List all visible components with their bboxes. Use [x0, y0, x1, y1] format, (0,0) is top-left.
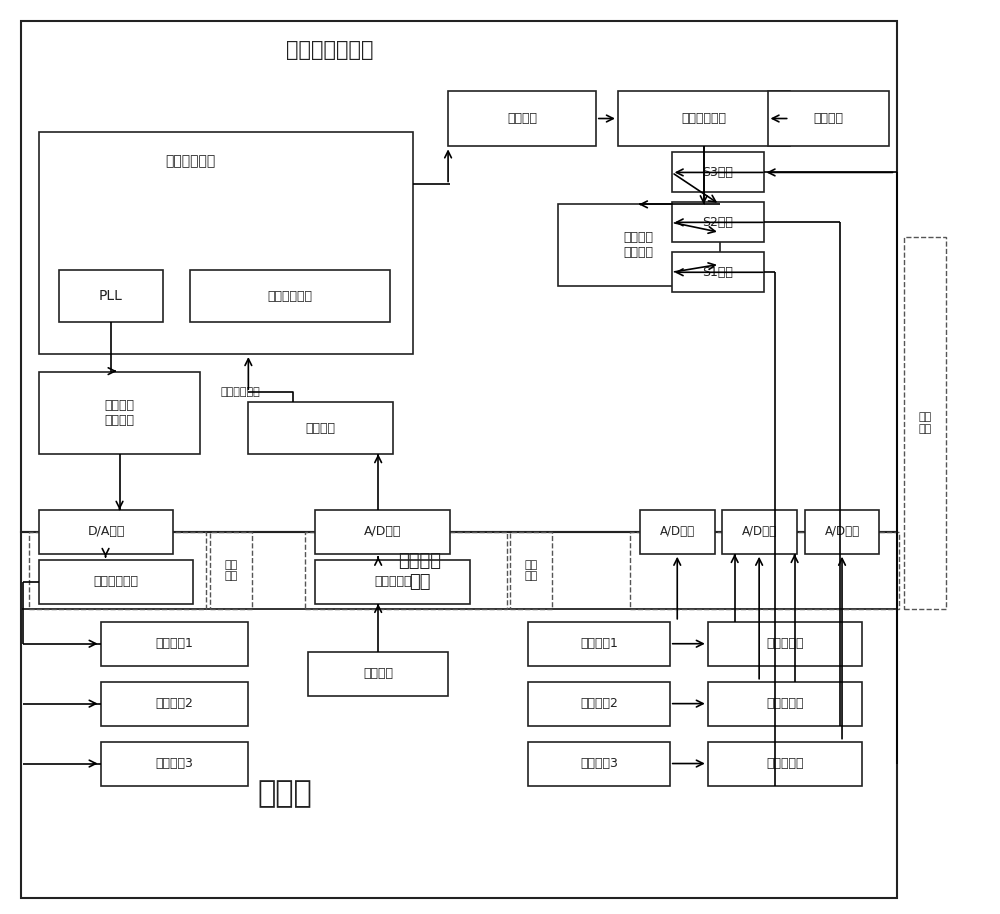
Text: 无线模块: 无线模块 [814, 112, 844, 125]
FancyBboxPatch shape [528, 682, 670, 726]
FancyBboxPatch shape [528, 741, 670, 785]
FancyBboxPatch shape [101, 682, 248, 726]
Text: 嵌入式数字单元: 嵌入式数字单元 [286, 39, 374, 59]
Text: 电荷放大器: 电荷放大器 [766, 697, 804, 710]
Text: 智能增益控制: 智能增益控制 [268, 290, 313, 303]
FancyBboxPatch shape [722, 510, 797, 554]
Text: 驱动电杸1: 驱动电杸1 [156, 637, 193, 650]
FancyBboxPatch shape [672, 252, 764, 292]
FancyBboxPatch shape [672, 202, 764, 242]
Text: 自动增益控制: 自动增益控制 [94, 575, 139, 589]
Text: 检测电杸1: 检测电杸1 [580, 637, 618, 650]
Text: 监测信号: 监测信号 [306, 421, 336, 434]
Text: S3信号: S3信号 [702, 166, 733, 179]
FancyBboxPatch shape [39, 133, 413, 354]
FancyBboxPatch shape [805, 510, 879, 554]
FancyBboxPatch shape [39, 560, 193, 604]
Text: 智能幅値
相位调整: 智能幅値 相位调整 [624, 231, 654, 260]
Text: 检测
模块: 检测 模块 [919, 412, 932, 434]
Text: 频率幅値反馈: 频率幅値反馈 [220, 388, 260, 397]
FancyBboxPatch shape [672, 153, 764, 193]
FancyBboxPatch shape [39, 510, 173, 554]
Text: 数字解调: 数字解调 [507, 112, 537, 125]
Text: 驱动
模块: 驱动 模块 [225, 559, 238, 581]
Text: D/A转换: D/A转换 [87, 526, 125, 538]
Text: A/D转换: A/D转换 [364, 526, 401, 538]
Text: A/D转换: A/D转换 [824, 526, 860, 538]
Text: 检测电杸2: 检测电杸2 [580, 697, 618, 710]
Text: 监测电极: 监测电极 [363, 667, 393, 680]
FancyBboxPatch shape [315, 510, 450, 554]
Text: S1信号: S1信号 [702, 266, 733, 279]
Text: PLL: PLL [99, 289, 123, 303]
Text: A/D转换: A/D转换 [742, 526, 777, 538]
FancyBboxPatch shape [308, 652, 448, 696]
FancyBboxPatch shape [618, 90, 790, 146]
Text: 检测电杸3: 检测电杸3 [580, 757, 618, 770]
FancyBboxPatch shape [101, 622, 248, 665]
FancyBboxPatch shape [528, 622, 670, 665]
FancyBboxPatch shape [190, 271, 390, 323]
Text: 模拟电路
单元: 模拟电路 单元 [399, 552, 442, 591]
Text: 电荷放大器: 电荷放大器 [766, 757, 804, 770]
Text: S2信号: S2信号 [702, 216, 733, 228]
FancyBboxPatch shape [558, 205, 720, 286]
Text: 数字信号发生: 数字信号发生 [165, 154, 216, 168]
FancyBboxPatch shape [315, 560, 470, 604]
Text: 智能频率
相位调整: 智能频率 相位调整 [105, 399, 135, 427]
FancyBboxPatch shape [101, 741, 248, 785]
FancyBboxPatch shape [708, 741, 862, 785]
Text: A/D转换: A/D转换 [660, 526, 695, 538]
FancyBboxPatch shape [448, 90, 596, 146]
Text: 电荷放大器: 电荷放大器 [374, 575, 411, 589]
FancyBboxPatch shape [768, 90, 889, 146]
FancyBboxPatch shape [708, 622, 862, 665]
FancyBboxPatch shape [640, 510, 715, 554]
FancyBboxPatch shape [39, 372, 200, 454]
FancyBboxPatch shape [708, 682, 862, 726]
Text: 驱动电杸2: 驱动电杸2 [156, 697, 193, 710]
Text: 微陀螺: 微陀螺 [258, 779, 313, 808]
Text: 监测
模块: 监测 模块 [524, 559, 538, 581]
Text: 数字信号处理: 数字信号处理 [681, 112, 726, 125]
FancyBboxPatch shape [248, 402, 393, 454]
Text: 驱动电杸3: 驱动电杸3 [156, 757, 193, 770]
FancyBboxPatch shape [59, 271, 163, 323]
Text: 电荷放大器: 电荷放大器 [766, 637, 804, 650]
